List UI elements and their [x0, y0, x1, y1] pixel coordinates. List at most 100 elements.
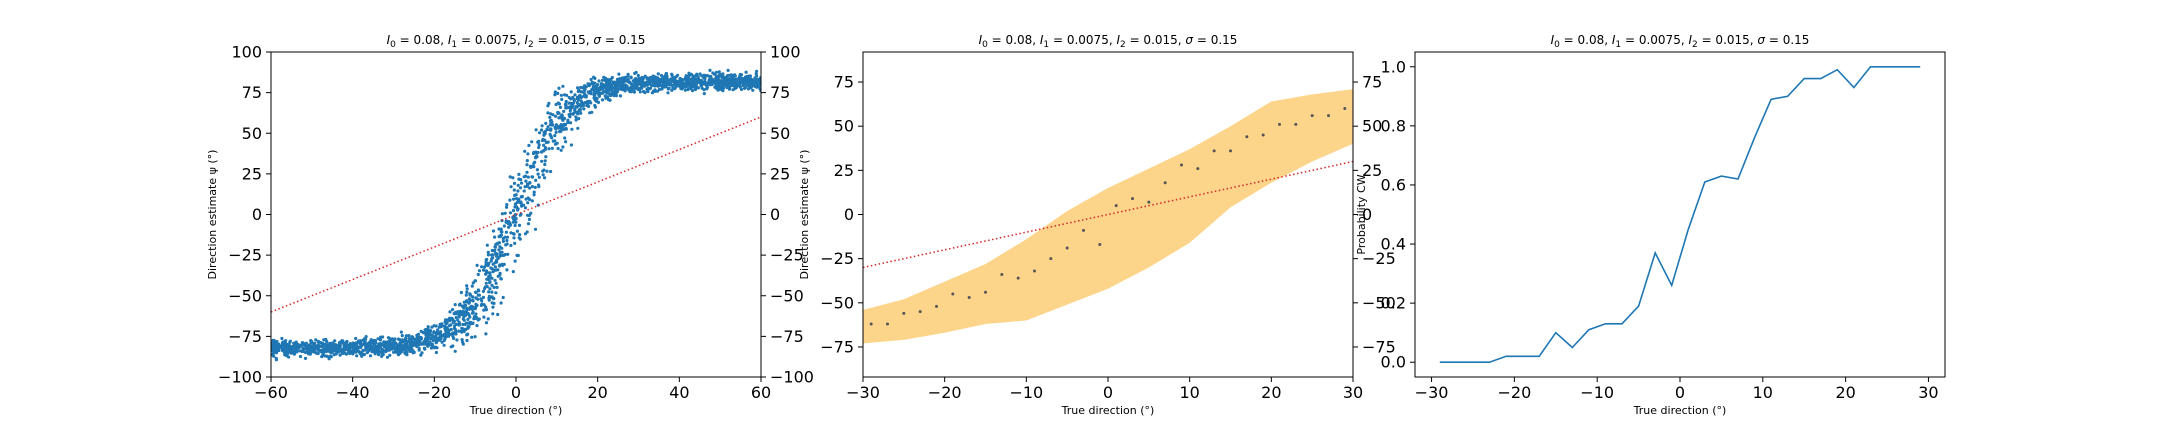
- scatter-point: [726, 74, 730, 78]
- scatter-point: [406, 340, 410, 344]
- scatter-point: [489, 259, 493, 263]
- scatter-point: [426, 325, 430, 329]
- scatter-point: [556, 101, 560, 105]
- scatter-point: [564, 99, 568, 104]
- mean-point: [918, 310, 922, 314]
- scatter-point: [314, 351, 318, 355]
- scatter-point: [286, 343, 290, 347]
- scatter-point: [294, 346, 298, 350]
- scatter-point: [622, 77, 627, 81]
- scatter-point: [340, 348, 344, 352]
- scatter-point: [533, 185, 537, 189]
- scatter-point: [434, 338, 438, 342]
- scatter-point: [630, 84, 634, 88]
- scatter-point: [567, 95, 571, 100]
- scatter-point: [617, 72, 621, 76]
- scatter-point: [304, 341, 308, 345]
- scatter-point: [749, 79, 753, 83]
- scatter-point: [734, 77, 738, 82]
- scatter-point: [526, 152, 530, 156]
- scatter-point: [618, 94, 623, 98]
- scatter-point: [322, 350, 326, 354]
- scatter-point: [496, 268, 500, 272]
- scatter-point: [274, 351, 279, 355]
- scatter-point: [484, 332, 488, 336]
- title-text: = 0.15: [1765, 33, 1809, 47]
- mean-point: [869, 322, 873, 326]
- scatter-point: [686, 87, 690, 92]
- mean-point: [902, 311, 906, 315]
- scatter-point: [666, 91, 670, 95]
- scatter-point: [283, 346, 287, 350]
- scatter-point: [392, 342, 396, 346]
- scatter-point: [482, 308, 486, 312]
- scatter-point: [487, 261, 491, 265]
- scatter-point: [733, 83, 737, 87]
- scatter-point: [391, 338, 395, 342]
- scatter-point: [513, 204, 518, 208]
- scatter-point: [670, 83, 674, 87]
- scatter-point: [468, 322, 472, 326]
- y-tick-label: 75: [834, 73, 854, 92]
- scatter-point: [653, 89, 657, 93]
- scatter-point: [662, 82, 666, 86]
- scatter-point: [403, 343, 407, 347]
- title-text: = 0.0075,: [457, 33, 524, 47]
- scatter-point: [378, 346, 383, 350]
- scatter-point: [739, 87, 744, 91]
- scatter-point: [573, 93, 577, 97]
- scatter-point: [558, 105, 563, 109]
- scatter-point: [439, 330, 443, 334]
- scatter-point: [583, 95, 587, 99]
- scatter-point: [376, 337, 380, 341]
- scatter-point: [687, 74, 691, 78]
- scatter-point: [374, 344, 378, 348]
- scatter-point: [476, 297, 480, 301]
- right-y-tick-label: 0: [1362, 205, 1372, 224]
- x-tick-label: 10: [1179, 383, 1199, 402]
- mean-point: [1016, 276, 1020, 280]
- scatter-point: [490, 283, 494, 287]
- scatter-point: [338, 345, 342, 349]
- scatter-point: [700, 74, 704, 78]
- scatter-point: [466, 317, 470, 321]
- scatter-point: [316, 340, 320, 344]
- scatter-point: [677, 84, 681, 88]
- scatter-point: [522, 203, 526, 207]
- scatter-point: [493, 278, 497, 282]
- scatter-point: [449, 345, 453, 349]
- scatter-point: [380, 348, 384, 352]
- scatter-point: [508, 221, 512, 225]
- scatter-point: [453, 311, 457, 315]
- y-tick-label: −75: [820, 337, 854, 356]
- scatter-point: [364, 335, 368, 339]
- scatter-point: [470, 298, 475, 302]
- scatter-point: [577, 117, 581, 121]
- scatter-point: [603, 94, 607, 98]
- scatter-point: [481, 295, 486, 299]
- scatter-point: [434, 331, 438, 335]
- scatter-point: [568, 121, 573, 125]
- mean-point: [1065, 246, 1069, 250]
- x-tick-label: 20: [1835, 383, 1855, 402]
- scatter-point: [754, 80, 759, 84]
- scatter-point: [576, 86, 580, 90]
- scatter-point: [545, 127, 549, 132]
- scatter-point: [708, 68, 712, 72]
- y-tick-label: −50: [228, 286, 262, 305]
- scatter-point: [462, 314, 466, 318]
- scatter-point: [593, 93, 597, 97]
- scatter-point: [546, 111, 550, 115]
- scatter-point: [537, 145, 541, 150]
- scatter-point: [493, 265, 497, 269]
- scatter-point: [623, 84, 628, 88]
- scatter-point: [447, 324, 451, 328]
- scatter-point: [400, 334, 404, 338]
- scatter-point: [460, 330, 464, 334]
- scatter-point: [341, 339, 345, 343]
- scatter-point: [554, 130, 558, 134]
- scatter-point: [684, 76, 688, 80]
- scatter-point: [606, 77, 610, 82]
- scatter-point: [519, 201, 523, 205]
- scatter-point: [538, 131, 542, 135]
